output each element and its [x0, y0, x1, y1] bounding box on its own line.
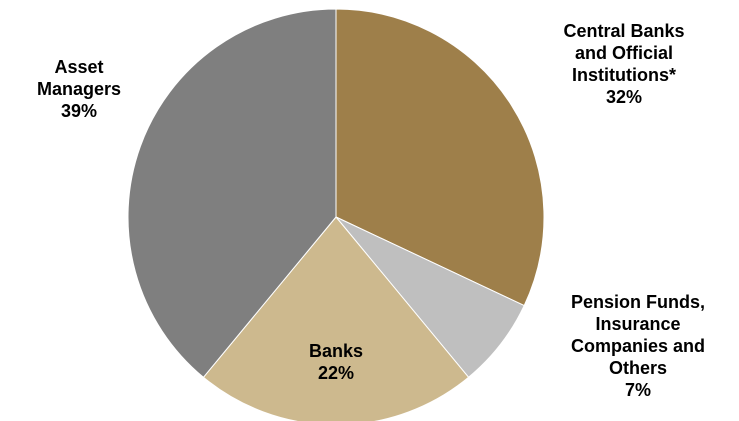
slice-label-line: Managers — [36, 79, 122, 99]
slice-label-line: Central Banks — [563, 21, 685, 41]
pie-slice-3 — [127, 8, 337, 378]
slice-value-label: 32% — [605, 87, 643, 107]
slice-label-line: Pension Funds, — [570, 292, 705, 312]
slice-label-0: Central Banks and Official Institutions* 32… — [563, 20, 684, 108]
slice-label-line: Banks — [308, 341, 364, 361]
slice-label-line: and Official — [574, 43, 674, 63]
slice-value-label: 39% — [60, 101, 98, 121]
pie-slice-0 — [335, 8, 545, 307]
slice-value-label: 7% — [624, 380, 651, 400]
slice-label-line: Others — [608, 358, 668, 378]
slice-label-line: Insurance — [595, 314, 681, 334]
slice-value-label: 22% — [317, 363, 355, 383]
slice-label-2: Banks 22% — [309, 340, 363, 384]
slice-label-line: Institutions* — [571, 65, 676, 85]
pie-slice-2 — [202, 216, 470, 421]
slice-label-line: Companies and — [570, 336, 706, 356]
slice-label-1: Pension Funds, Insurance Companies and Othe… — [571, 291, 705, 401]
slice-label-line: Asset — [54, 57, 104, 77]
slice-label-3: Asset Managers 39% — [37, 56, 121, 122]
